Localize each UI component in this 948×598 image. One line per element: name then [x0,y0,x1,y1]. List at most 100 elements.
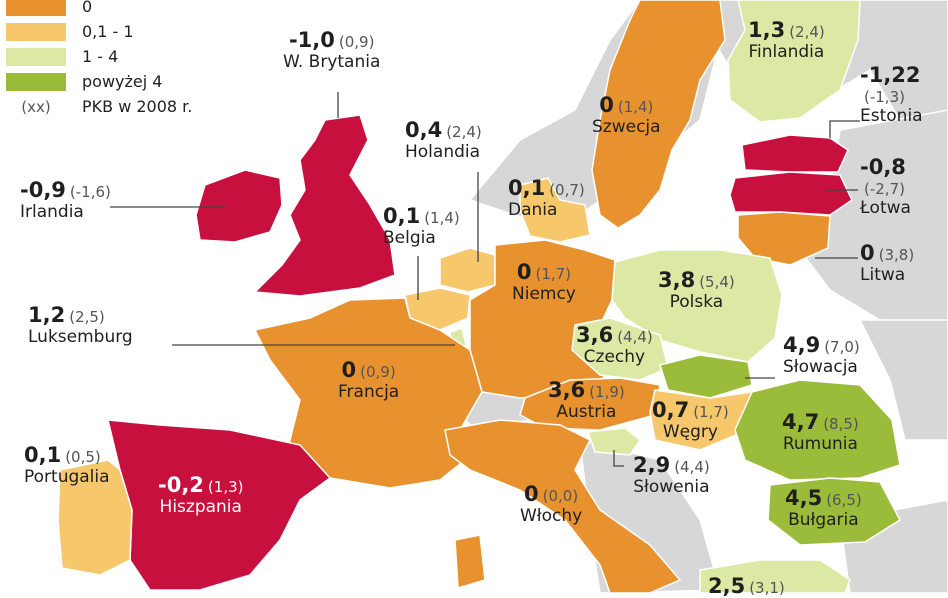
gdp-2008: (8,5) [823,415,859,433]
country-label-czechy: 3,6 (4,4) Czechy [576,325,653,366]
country-label-niemcy: 0 (1,7) Niemcy [512,262,576,303]
gdp-value: 0,1 [508,176,546,200]
gdp-2008: (7,0) [824,338,860,356]
legend-item-high: powyżej 4 [6,69,192,94]
sweden-shape [591,0,726,229]
country-label-portugalia: 0,1 (0,5) Portugalia [24,445,110,486]
gdp-2008: (0,5) [65,448,101,466]
legend-swatch [6,0,66,16]
gdp-value: 0,1 [24,443,62,467]
ireland-shape [195,169,283,243]
latvia-shape [729,171,853,216]
country-name: Luksemburg [28,327,133,347]
leader-lines [110,92,860,467]
country-label-wb: -1,0 (0,9) W. Brytania [283,30,380,71]
country-name: Niemcy [512,284,576,304]
country-name: Czechy [583,347,646,367]
finland-shape [727,0,861,123]
gdp-value: 4,5 [785,486,823,510]
gdp-value: 2,9 [633,453,671,477]
gdp-2008: (1,4) [424,209,460,227]
gdp-value: 0,7 [652,398,690,422]
country-name: Polska [669,292,724,312]
country-label-austria: 3,6 (1,9) Austria [548,380,625,421]
country-label-grecja: 2,5 (3,1) [708,576,785,597]
gdp-2008: (2,4) [446,123,482,141]
gdp-2008: (3,1) [749,579,785,597]
hungary-shape [649,389,753,451]
gdp-2008: (1,7) [535,265,572,283]
country-label-belgia: 0,1 (1,4) Belgia [383,206,460,247]
country-label-szwecja: 0 (1,4) Szwecja [592,95,661,136]
great-britain-shape [253,114,396,297]
greece-shape [699,559,851,593]
country-name: Estonia [860,106,923,126]
country-label-dania: 0,1 (0,7) Dania [508,178,585,219]
czechia-shape [571,317,669,381]
gdp-2008: (5,4) [699,273,735,291]
legend-label: 0 [82,0,93,16]
legend-note: (xx) PKB w 2008 r. [6,94,192,119]
gdp-2008: (0,0) [542,487,579,505]
gdp-value: -0,8 [860,155,906,179]
gdp-2008: (1,4) [617,98,654,116]
gdp-value: 0 [860,241,875,265]
country-label-slowacja: 4,9 (7,0) Słowacja [783,335,860,376]
legend-note-symbol: (xx) [21,97,51,116]
gdp-value: 4,7 [782,410,820,434]
legend-label: 1 - 4 [82,47,119,66]
gdp-value: -1,22 [860,63,921,87]
country-name: Rumunia [782,434,858,454]
country-label-hiszpania: -0,2 (1,3) Hiszpania [158,475,243,516]
legend-swatch [6,72,66,91]
country-name: Węgry [662,422,718,442]
country-label-rumunia: 4,7 (8,5) Rumunia [782,412,859,453]
gdp-2008: (0,7) [549,181,585,199]
gdp-2008: (0,9) [338,33,375,51]
legend: 0 0,1 - 1 1 - 4 powyżej 4 (xx) PKB w 200… [6,0,192,119]
gdp-value: -0,2 [158,473,204,497]
gdp-value: -1,0 [288,28,335,52]
slovenia-shape [586,427,642,456]
gdp-value: 3,6 [576,323,614,347]
country-name: Bułgaria [788,510,859,530]
romania-shape [734,379,901,481]
country-label-holandia: 0,4 (2,4) Holandia [405,120,482,161]
legend-label: 0,1 - 1 [82,22,134,41]
country-name: Szwecja [592,117,661,137]
country-label-irlandia: -0,9 (-1,6) Irlandia [20,180,111,221]
gdp-2008: (1,3) [207,478,244,496]
gdp-2008: (2,4) [789,23,825,41]
bulgaria-shape [767,477,901,546]
gdp-value: 0 [341,358,357,382]
legend-swatch [6,22,66,41]
denmark-shape [519,177,591,243]
gdp-2008: (2,5) [69,308,105,326]
gdp-value: 1,3 [748,18,786,42]
country-label-litwa: 0 (3,8) Litwa [860,243,914,284]
country-name: Belgia [383,228,436,248]
gdp-2008: (6,5) [826,491,862,509]
gdp-2008: (-1,3) [864,88,905,106]
gdp-2008: (1,7) [693,403,729,421]
gdp-2008: (-2,7) [864,180,905,198]
country-name: Hiszpania [159,497,242,517]
country-name: Słowacja [783,357,858,377]
country-label-francja: 0 (0,9) Francja [338,360,399,401]
country-name: Włochy [520,506,583,526]
legend-item-zero: 0 [6,0,192,19]
country-label-finlandia: 1,3 (2,4) Finlandia [748,20,825,61]
gdp-value: 4,9 [783,333,821,357]
country-label-wegry: 0,7 (1,7) Węgry [652,400,729,441]
country-name: Dania [508,200,558,220]
gdp-value: 0 [599,93,614,117]
legend-note-text: PKB w 2008 r. [82,97,193,116]
country-label-estonia: -1,22 (-1,3) Estonia [860,65,923,125]
gdp-value: 1,2 [28,303,66,327]
gdp-2008: (4,4) [674,458,710,476]
sardinia-shape [454,534,486,589]
legend-label: powyżej 4 [82,72,163,91]
country-name: Francja [338,382,400,402]
country-label-bulgaria: 4,5 (6,5) Bułgaria [785,488,862,529]
